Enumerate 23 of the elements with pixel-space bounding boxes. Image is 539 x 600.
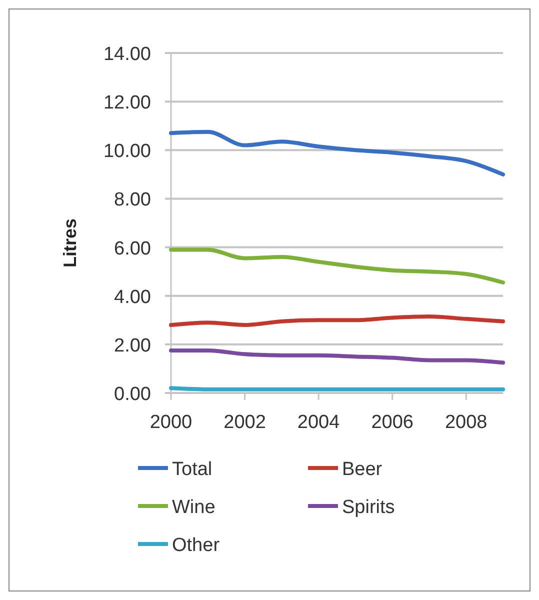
y-tick-label: 0.00 [114, 384, 151, 405]
x-tick-label: 2008 [444, 412, 488, 433]
y-tick-label: 2.00 [114, 335, 151, 356]
y-tick-label: 12.00 [103, 92, 151, 114]
legend-label: Beer [342, 459, 383, 480]
y-tick-label: 4.00 [114, 286, 151, 308]
legend-label: Spirits [342, 497, 395, 518]
y-tick-label: 10.00 [103, 141, 151, 162]
y-tick-label: 6.00 [114, 238, 151, 260]
x-tick-label: 2002 [224, 412, 266, 433]
line-series [169, 248, 505, 284]
legend-label: Other [172, 535, 220, 556]
x-tick-label: 2006 [371, 412, 414, 433]
line-series [169, 314, 505, 327]
x-tick-label: 2000 [150, 412, 192, 433]
y-axis-title: Litres [60, 218, 80, 268]
y-tick-label: 8.00 [114, 190, 151, 211]
legend-label: Total [172, 459, 212, 480]
y-tick-label: 14.00 [103, 44, 151, 65]
line-series [169, 130, 505, 176]
legend-label: Wine [172, 497, 216, 518]
x-tick-label: 2004 [297, 412, 340, 433]
line-series [169, 348, 505, 365]
